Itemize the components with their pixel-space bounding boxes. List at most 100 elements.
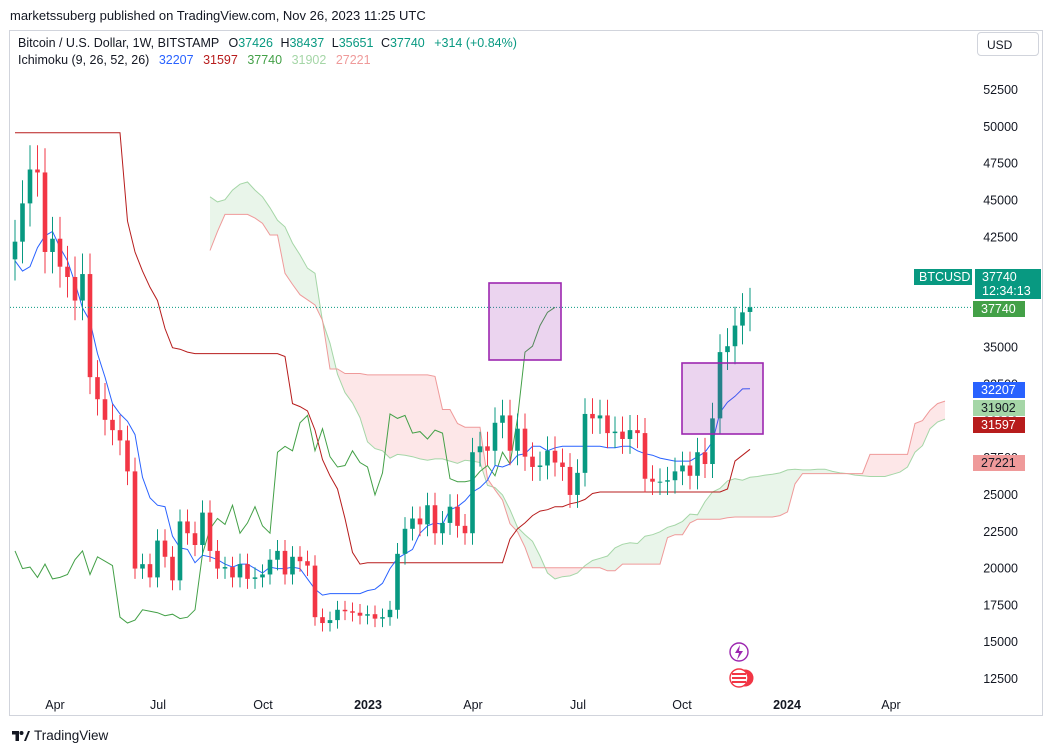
candle-body	[575, 472, 580, 495]
y-tick-label: 22500	[983, 525, 1018, 539]
x-tick-label: Apr	[881, 698, 900, 712]
indicator-legend: Ichimoku (9, 26, 52, 26) 32207 31597 377…	[18, 53, 371, 67]
cloud-segment	[435, 376, 443, 459]
candle-body	[657, 481, 663, 483]
leadB-price-tag-bg	[973, 455, 1025, 471]
candle-body	[732, 325, 738, 347]
candle-body	[440, 522, 445, 534]
cloud-segment	[285, 226, 293, 285]
cloud-segment	[697, 501, 705, 520]
cloud-segment	[360, 373, 368, 442]
base-price-tag: 31597	[981, 418, 1016, 432]
base-line	[15, 132, 751, 565]
base-price-tag-bg	[973, 417, 1025, 433]
candle-body	[245, 564, 250, 579]
candle-body	[500, 415, 505, 423]
cloud-segment	[405, 374, 413, 457]
candle-body	[312, 565, 318, 618]
lightning-glyph	[735, 645, 743, 660]
candle-body	[432, 505, 438, 534]
cloud-segment	[825, 469, 833, 474]
candle-body	[35, 169, 40, 173]
symbol-tag-bg	[914, 269, 972, 285]
cloud-segment	[930, 403, 938, 429]
indicator-value-conversion: 32207	[158, 53, 194, 67]
cloud-segment	[915, 420, 923, 453]
candle-body	[627, 430, 633, 439]
symbol-tag: BTCUSD	[919, 270, 970, 284]
candle-body	[57, 238, 63, 267]
candle-body	[552, 450, 558, 463]
candle-body	[162, 540, 168, 557]
candle-body	[282, 550, 288, 575]
candle-body	[342, 609, 348, 612]
candle-body	[327, 620, 333, 624]
cloud-segment	[727, 478, 735, 518]
candle-body	[237, 564, 243, 578]
cloud-segment	[712, 488, 720, 520]
candle-body	[372, 614, 378, 619]
x-tick-label: Oct	[253, 698, 273, 712]
candle-body	[485, 446, 490, 451]
candle-body	[747, 307, 753, 312]
cloud-segment	[630, 542, 638, 565]
candle-body	[320, 617, 325, 624]
candle-body	[215, 550, 220, 569]
ohlc-high-label: H	[280, 36, 290, 50]
candle-body	[695, 452, 700, 476]
indicator-value-lagging: 37740	[247, 53, 283, 67]
candle-body	[102, 399, 108, 420]
last-price-tag: 37740	[982, 270, 1017, 284]
y-tick-label: 52500	[983, 83, 1018, 97]
brand-label: TradingView	[34, 728, 109, 743]
conversion-line	[14, 230, 751, 596]
x-tick-label: Jul	[570, 698, 586, 712]
candle-body	[380, 617, 385, 619]
cloud-segment	[217, 199, 225, 232]
cloud-segment	[907, 423, 915, 467]
candle-body	[305, 561, 310, 566]
candle-body	[297, 556, 303, 562]
ohlc-low-value: 35651	[338, 36, 374, 50]
tradingview-logo-icon	[12, 730, 30, 741]
cloud-segment	[367, 374, 375, 449]
conversion-price-tag: 32207	[981, 383, 1016, 397]
candle-body	[87, 274, 93, 378]
leadA-price-tag: 31902	[981, 401, 1016, 415]
candle-body	[740, 312, 745, 326]
flag-stripe	[732, 681, 746, 683]
candle-body	[132, 471, 138, 569]
y-tick-label: 45000	[983, 193, 1018, 207]
cloud-segment	[607, 547, 615, 571]
cloud-segment	[780, 469, 788, 516]
symbol-title: Bitcoin / U.S. Dollar, 1W, BITSTAMP	[18, 36, 219, 50]
cloud-segment	[450, 409, 458, 464]
candle-body	[117, 430, 123, 441]
currency-button[interactable]: USD	[977, 32, 1039, 56]
cloud-segment	[637, 536, 645, 565]
candle-body	[290, 556, 295, 575]
last-price-tag-bg	[975, 269, 1041, 299]
cloud-segment	[570, 567, 578, 576]
candle-body	[12, 241, 18, 260]
x-tick-label: Apr	[463, 698, 482, 712]
ohlc-high-value: 38437	[289, 36, 325, 50]
candle-body	[687, 465, 693, 476]
chart-frame	[9, 30, 1043, 716]
candle-body	[350, 611, 355, 613]
candle-body	[702, 452, 708, 465]
cloud-segment	[817, 469, 825, 474]
cloud-segment	[765, 474, 773, 518]
lagging-price-tag: 37740	[981, 302, 1016, 316]
cloud-segment	[690, 514, 698, 523]
y-tick-label: 17500	[983, 598, 1018, 612]
candle-body	[42, 172, 48, 252]
cloud-segment	[547, 567, 555, 579]
cloud-segment	[675, 521, 683, 535]
cloud-segment	[922, 410, 930, 446]
candle-body	[65, 266, 70, 278]
cloud-segment	[427, 374, 435, 461]
candle-body	[522, 428, 528, 457]
cloud-segment	[225, 190, 233, 215]
